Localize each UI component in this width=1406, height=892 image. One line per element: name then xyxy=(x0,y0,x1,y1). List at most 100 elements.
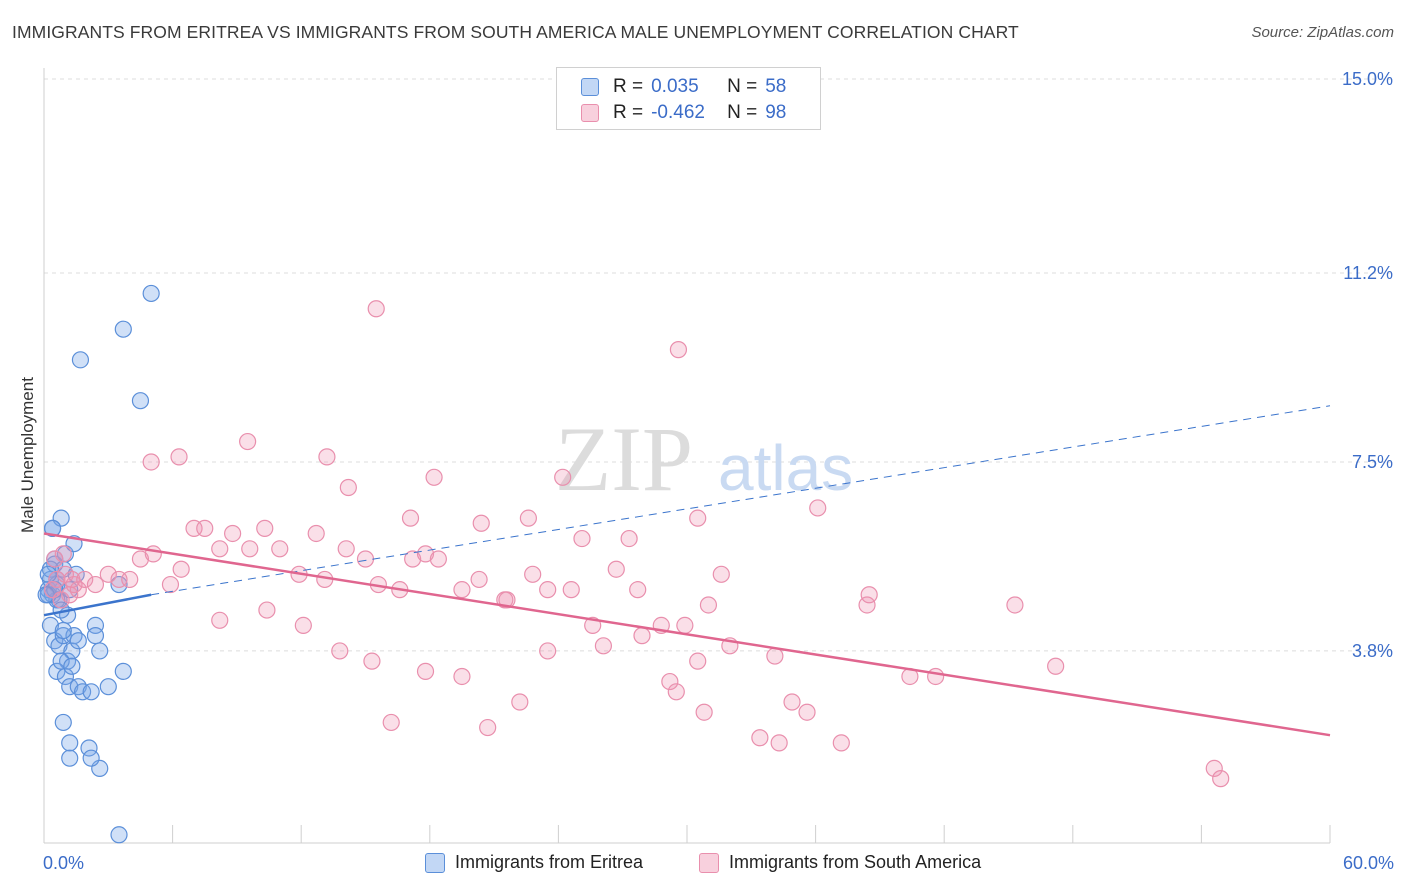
data-point-south-america xyxy=(479,718,497,737)
legend-label: Immigrants from South America xyxy=(729,852,982,872)
data-point-eritrea xyxy=(48,591,66,609)
y-tick-label: 15.0% xyxy=(1342,69,1393,89)
data-point-south-america xyxy=(367,300,385,318)
trend-line-eritrea xyxy=(43,593,152,617)
data-point-south-america xyxy=(63,570,81,589)
data-point-south-america xyxy=(783,693,801,711)
data-point-eritrea xyxy=(142,284,160,303)
source-label: Source: ZipAtlas.com xyxy=(1251,24,1394,41)
y-tick-label: 11.2% xyxy=(1343,263,1393,283)
data-point-south-america xyxy=(52,591,70,609)
data-point-south-america xyxy=(196,519,214,537)
data-point-south-america xyxy=(416,662,435,680)
data-point-south-america xyxy=(620,529,638,548)
data-point-south-america xyxy=(667,683,685,701)
data-point-eritrea xyxy=(82,683,100,701)
data-point-south-america xyxy=(46,550,64,568)
legend-swatch-pink xyxy=(581,104,599,122)
data-point-south-america xyxy=(832,734,850,752)
data-point-south-america xyxy=(607,560,625,578)
y-axis-title: Male Unemployment xyxy=(18,377,37,533)
data-point-south-america xyxy=(211,611,229,629)
data-point-eritrea xyxy=(91,642,109,660)
data-point-south-america xyxy=(318,448,336,466)
data-point-south-america xyxy=(401,509,420,527)
r-label: R = xyxy=(613,76,644,97)
n-value: 58 xyxy=(765,76,787,97)
data-point-south-america xyxy=(404,550,422,568)
data-point-eritrea xyxy=(54,713,72,732)
data-point-south-america xyxy=(211,540,229,558)
data-point-south-america xyxy=(99,565,117,583)
legend-row-south-america: R = -0.462 N = 98 xyxy=(581,101,786,125)
data-point-south-america xyxy=(241,540,259,558)
data-point-south-america xyxy=(629,581,647,599)
data-point-south-america xyxy=(1205,759,1223,777)
data-point-south-america xyxy=(86,575,105,594)
legend-swatch-blue xyxy=(425,852,445,873)
data-point-eritrea xyxy=(82,749,100,767)
n-label: N = xyxy=(727,76,758,97)
y-tick-labels: 3.8% 7.5% 11.2% 15.0% xyxy=(1342,69,1393,661)
data-point-south-america xyxy=(554,468,572,486)
data-point-south-america xyxy=(562,581,580,599)
legend-swatch-blue xyxy=(581,78,599,96)
data-point-eritrea xyxy=(43,519,62,537)
data-point-south-america xyxy=(429,550,447,568)
chart-title: IMMIGRANTS FROM ERITREA VS IMMIGRANTS FR… xyxy=(12,22,1019,42)
data-point-eritrea xyxy=(48,662,66,680)
data-point-south-america xyxy=(337,540,355,558)
data-point-eritrea xyxy=(80,739,98,757)
trend-line-eritrea-extended xyxy=(151,405,1331,596)
data-point-south-america xyxy=(172,560,190,578)
x-tick-label-min: 0.0% xyxy=(43,853,85,873)
legend-label: Immigrants from Eritrea xyxy=(455,852,644,872)
data-point-south-america xyxy=(425,468,443,486)
data-point-south-america xyxy=(809,499,827,517)
y-tick-label: 3.8% xyxy=(1352,641,1393,661)
data-point-eritrea xyxy=(86,627,105,645)
data-point-eritrea xyxy=(114,320,132,338)
n-value: 98 xyxy=(765,102,787,123)
data-point-eritrea xyxy=(63,657,81,675)
data-point-eritrea xyxy=(110,575,128,594)
legend-item-south-america[interactable]: Immigrants from South America xyxy=(699,852,981,873)
data-point-south-america xyxy=(927,667,945,686)
data-point-south-america xyxy=(1212,770,1230,788)
trend-lines xyxy=(43,405,1331,737)
data-point-south-america xyxy=(307,524,325,543)
data-point-south-america xyxy=(573,529,591,548)
data-point-south-america xyxy=(751,729,769,747)
data-point-south-america xyxy=(633,627,651,645)
data-point-south-america xyxy=(594,637,613,655)
data-point-south-america xyxy=(689,652,707,670)
gridlines xyxy=(44,78,1392,652)
data-point-south-america xyxy=(470,570,488,589)
data-point-south-america xyxy=(1006,596,1024,614)
data-point-south-america xyxy=(539,642,557,660)
data-point-eritrea xyxy=(99,678,117,696)
n-label: N = xyxy=(727,102,758,123)
r-label: R = xyxy=(613,102,644,123)
data-point-eritrea xyxy=(56,667,75,686)
data-point-south-america xyxy=(382,713,400,732)
data-point-south-america xyxy=(331,642,349,660)
data-point-south-america xyxy=(294,616,312,634)
series-south-america xyxy=(43,300,1230,788)
legend-item-eritrea[interactable]: Immigrants from Eritrea xyxy=(425,852,643,873)
data-point-south-america xyxy=(498,591,516,609)
series-legend: Immigrants from Eritrea Immigrants from … xyxy=(0,852,1406,878)
r-value: 0.035 xyxy=(651,76,699,97)
data-point-south-america xyxy=(858,596,876,614)
watermark: ZIP atlas xyxy=(555,408,853,510)
data-point-south-america xyxy=(669,341,688,359)
trend-line-south-america xyxy=(43,532,1331,737)
data-point-south-america xyxy=(54,545,72,563)
data-point-south-america xyxy=(271,540,289,558)
data-point-south-america xyxy=(766,647,784,665)
data-point-eritrea xyxy=(131,392,150,410)
data-point-south-america xyxy=(224,524,242,543)
data-point-south-america xyxy=(363,652,381,670)
watermark-zip: ZIP xyxy=(555,408,693,510)
